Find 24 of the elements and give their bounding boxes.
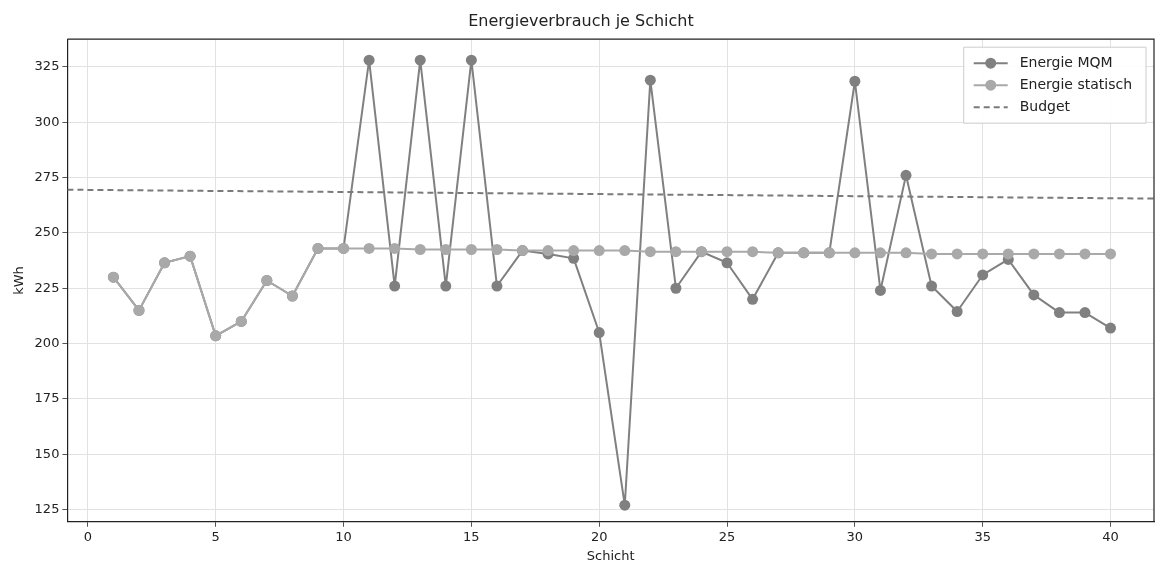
y-tick-label: 150 bbox=[34, 445, 60, 461]
y-tick-label: 300 bbox=[34, 113, 60, 129]
y-tick-label: 200 bbox=[34, 334, 60, 350]
legend-label: Budget bbox=[1019, 97, 1071, 114]
legend-label: Energie statisch bbox=[1019, 75, 1133, 92]
x-tick-label: 20 bbox=[590, 528, 608, 544]
y-tick-label: 325 bbox=[34, 58, 60, 74]
y-tick-label: 225 bbox=[34, 279, 60, 295]
y-axis-title: kWh bbox=[11, 266, 27, 295]
y-tick-label: 125 bbox=[34, 501, 60, 516]
x-tick-label: 35 bbox=[974, 528, 991, 544]
x-tick-label: 10 bbox=[335, 528, 352, 544]
x-tick-label: 30 bbox=[846, 528, 864, 544]
y-tick-label: 175 bbox=[34, 390, 60, 406]
y-tick-label: 275 bbox=[34, 168, 60, 184]
x-tick-label: 5 bbox=[211, 528, 220, 544]
legend-label: Energie MQM bbox=[1019, 53, 1113, 70]
x-tick-label: 15 bbox=[463, 528, 480, 544]
y-tick-label: 250 bbox=[34, 224, 60, 240]
x-tick-label: 40 bbox=[1102, 528, 1119, 544]
x-axis-title: Schicht bbox=[586, 547, 635, 563]
chart-title: Energieverbrauch je Schicht bbox=[468, 10, 694, 30]
x-tick-label: 25 bbox=[718, 528, 736, 544]
x-tick-label: 0 bbox=[83, 528, 93, 544]
